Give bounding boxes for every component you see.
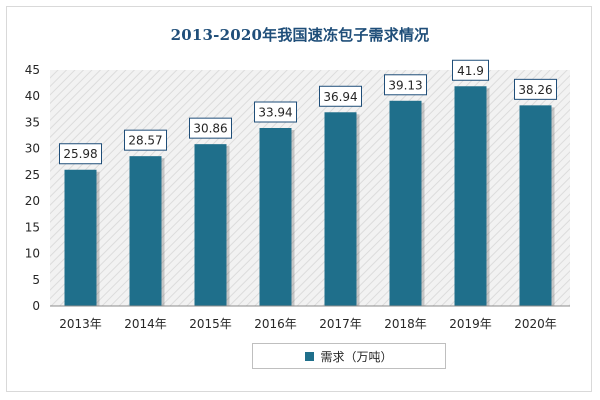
y-tick-label: 40 [25,89,40,103]
data-label: 33.94 [258,106,292,120]
bars: 25.98 28.57 30.86 33.94 36.94 39.13 41.9 38.26 [59,59,557,307]
data-label: 30.86 [193,122,227,136]
data-label: 36.94 [323,90,357,104]
y-tick-label: 20 [25,194,40,208]
x-tick-label: 2019年 [449,317,492,331]
y-tick-label: 45 [25,63,40,77]
data-label-box [59,143,102,165]
y-tick-label: 10 [25,247,40,261]
bar [454,86,487,306]
data-label-box [514,78,557,100]
x-tick-label: 2013年 [59,317,102,331]
x-tick-label: 2018年 [384,317,427,331]
data-label-box [189,117,232,139]
legend: 需求（万吨） [252,343,446,369]
bar [64,169,97,306]
y-tick-label: 5 [32,273,40,287]
data-label-box [384,74,427,96]
bar [389,100,422,307]
x-tick-label: 2016年 [254,317,297,331]
x-tick-label: 2020年 [514,317,557,331]
x-tick-label: 2014年 [124,317,167,331]
plot-area [50,70,570,306]
legend-swatch [305,351,315,361]
bar [324,112,357,306]
chart-title: 2013-2020年我国速冻包子需求情况 [170,26,430,44]
bar [519,105,552,306]
y-tick-label: 25 [25,168,40,182]
x-tick-label: 2015年 [189,317,232,331]
bar [194,144,227,306]
data-label-box [124,129,167,151]
legend-label: 需求（万吨） [320,349,393,364]
data-label: 25.98 [63,147,97,161]
x-axis: 2013年 2014年 2015年 2016年 2017年 2018年 2019年 2020年 [50,305,570,331]
data-label-box [452,59,489,81]
y-tick-label: 35 [25,115,40,129]
bar [259,128,292,306]
data-label: 38.26 [518,83,552,97]
bar [129,156,162,306]
data-label: 41.9 [457,64,484,78]
y-tick-label: 15 [25,220,40,234]
data-label: 28.57 [128,134,162,148]
data-label-box [319,85,362,107]
y-tick-label: 0 [32,299,40,313]
y-tick-label: 30 [25,142,40,156]
x-tick-label: 2017年 [319,317,362,331]
y-axis: 0 5 10 15 20 25 30 35 40 45 [25,63,40,313]
data-label-box [254,101,297,123]
data-label: 39.13 [388,78,422,92]
